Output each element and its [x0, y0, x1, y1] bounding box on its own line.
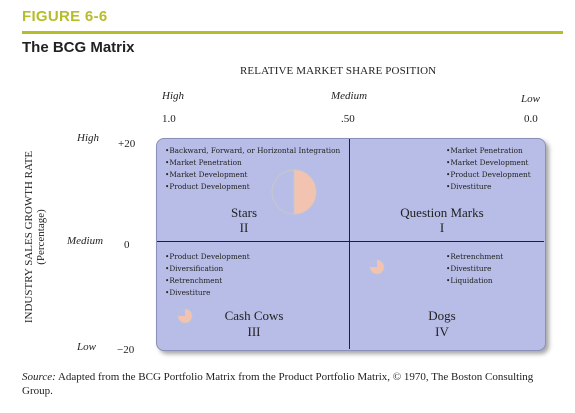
question-marks-quadrant-name: Question Marks: [400, 205, 484, 220]
list-item: Market Penetration: [446, 145, 531, 157]
cash-cows-quadrant-numeral: III: [247, 324, 261, 339]
y-level-medium-label: Medium: [67, 235, 104, 247]
cash-cows-pie-icon: [177, 308, 193, 324]
y-axis-title: INDUSTRY SALES GROWTH RATE (Percentage): [23, 137, 47, 337]
list-item: Retrenchment: [446, 251, 503, 263]
list-item: Liquidation: [446, 275, 503, 287]
list-item: Divestiture: [446, 263, 503, 275]
cash-cows-strategy-list: Product Development Diversification Retr…: [165, 251, 250, 299]
list-item: Product Development: [165, 181, 340, 193]
question-marks-strategy-list: Market Penetration Market Development Pr…: [446, 145, 531, 193]
dogs-quadrant-numeral: IV: [435, 324, 449, 339]
list-item: Retrenchment: [165, 275, 250, 287]
y-level-low-value: −20: [117, 344, 135, 356]
y-level-high-label: High: [77, 132, 99, 144]
stars-strategy-list: Backward, Forward, or Horizontal Integra…: [165, 145, 340, 193]
x-level-medium-label: Medium: [331, 90, 368, 102]
y-level-medium-value: 0: [124, 239, 130, 251]
x-level-low-label: Low: [521, 93, 540, 105]
list-item: Product Development: [165, 251, 249, 263]
source-note: Source: Adapted from the BCG Portfolio M…: [22, 370, 562, 398]
y-axis-subtitle: (Percentage): [35, 209, 47, 265]
matrix-horizontal-divider: [157, 241, 544, 242]
x-level-low-value: 0.0: [524, 113, 538, 125]
y-axis-title-text: INDUSTRY SALES GROWTH RATE: [23, 150, 35, 324]
cash-cows-quadrant-name: Cash Cows: [224, 308, 284, 323]
list-item: Diversification: [165, 263, 250, 275]
stars-quadrant-numeral: II: [239, 220, 249, 235]
figure-title: The BCG Matrix: [22, 39, 135, 56]
source-text: Adapted from the BCG Portfolio Matrix fr…: [22, 371, 534, 397]
list-item: Divestiture: [165, 287, 250, 299]
x-level-high-label: High: [162, 90, 184, 102]
y-level-high-value: +20: [118, 138, 136, 150]
dogs-quadrant-name: Dogs: [428, 308, 456, 323]
list-item: Market Penetration: [165, 157, 340, 169]
question-marks-quadrant-numeral: I: [439, 220, 445, 235]
matrix-vertical-divider: [349, 139, 350, 349]
y-level-low-label: Low: [77, 341, 96, 353]
source-prefix: Source:: [22, 371, 56, 383]
list-item: Divestiture: [446, 181, 531, 193]
dogs-pie-icon: [369, 259, 385, 275]
stars-pie-icon: [271, 169, 317, 215]
list-item: Product Development: [446, 169, 530, 181]
x-level-medium-value: .50: [341, 113, 355, 125]
dogs-strategy-list: Retrenchment Divestiture Liquidation: [446, 251, 503, 287]
x-axis-title: RELATIVE MARKET SHARE POSITION: [240, 65, 437, 77]
title-rule: [22, 31, 563, 34]
list-item: Market Development: [165, 169, 340, 181]
list-item: Backward, Forward, or Horizontal Integra…: [165, 145, 340, 157]
figure-label: FIGURE 6-6: [22, 8, 108, 25]
list-item: Market Development: [446, 157, 531, 169]
x-level-high-value: 1.0: [162, 113, 176, 125]
stars-quadrant-name: Stars: [231, 205, 257, 220]
